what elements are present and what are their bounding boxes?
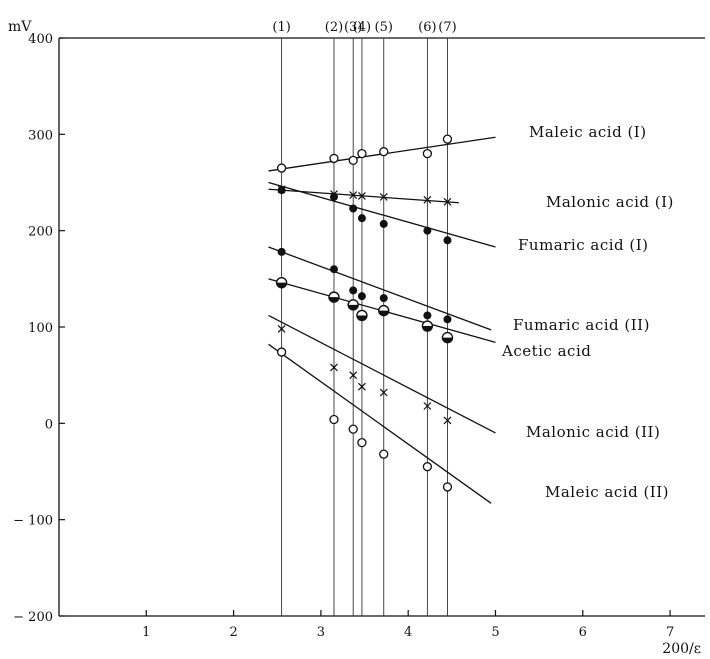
solvent-label: (4) [353,20,371,35]
data-point [423,402,432,410]
data-point [329,192,338,201]
data-point [347,299,359,311]
series-fit-line [268,246,492,331]
data-point [276,347,287,357]
data-point [421,320,434,332]
series-fit-line [268,181,496,248]
series-label: Maleic acid (II) [545,483,669,501]
data-point [329,265,338,274]
series-fit-line [268,314,496,434]
y-tick-label: − 100 [13,514,53,529]
data-point [357,437,367,448]
data-point [275,276,288,289]
data-point [379,388,388,397]
y-tick-label: 300 [28,128,53,143]
data-point [356,309,368,322]
data-point [276,163,287,173]
data-point [349,204,358,213]
data-point [379,147,389,157]
series-label: Malonic acid (II) [526,423,660,441]
data-point [329,414,339,425]
solvent-label: (6) [418,20,436,35]
x-tick-label: 5 [491,625,499,640]
data-point [442,134,453,144]
data-point [422,148,433,159]
data-point [277,325,286,333]
y-tick-label: 100 [28,321,53,336]
data-point [379,294,388,303]
data-point [379,449,389,459]
data-point [443,416,452,425]
data-point [442,482,453,492]
y-tick-label: 400 [28,32,53,47]
data-point [357,214,366,223]
data-point [348,424,358,434]
data-point [443,315,452,324]
data-point [330,363,338,372]
solvent-label: (1) [272,20,290,35]
data-point [443,236,452,245]
data-point [277,247,286,256]
series-label: Fumaric acid (I) [518,236,649,254]
series-label: Maleic acid (I) [529,123,647,141]
data-point [348,155,358,165]
x-tick-label: 4 [404,625,412,640]
series-fit-line [268,343,492,504]
data-point [349,371,358,380]
data-point [357,192,366,200]
y-tick-label: − 200 [13,610,53,625]
series-label: Fumaric acid (II) [513,316,650,334]
data-point [379,193,388,201]
data-point [357,382,366,391]
data-point [357,148,367,159]
series-label: Malonic acid (I) [546,193,674,211]
x-tick-label: 1 [142,625,150,640]
data-point [379,219,388,228]
x-tick-label: 6 [579,625,587,640]
data-point [349,286,358,295]
x-tick-label: 2 [229,625,237,640]
data-point [357,292,366,301]
data-point [277,186,286,195]
solvent-label: (3) [344,20,362,35]
data-point [443,197,452,206]
data-point [423,226,432,235]
x-axis-label: 200/ε [662,641,701,657]
solvent-label: (5) [375,20,393,35]
y-tick-label: 0 [45,417,53,432]
data-point [329,153,339,164]
y-tick-label: 200 [28,225,53,240]
data-point [423,195,432,204]
data-point [441,331,454,344]
solvent-label: (2) [325,20,343,35]
data-point [422,462,433,472]
series-label: Acetic acid [501,342,591,360]
data-point [423,311,432,320]
data-point [349,191,358,199]
data-point [378,304,390,317]
x-tick-label: 3 [317,625,325,640]
solvent-label: (7) [438,20,456,35]
x-tick-label: 7 [666,625,674,640]
y-axis-label: mV [8,19,32,35]
data-point [328,291,340,303]
